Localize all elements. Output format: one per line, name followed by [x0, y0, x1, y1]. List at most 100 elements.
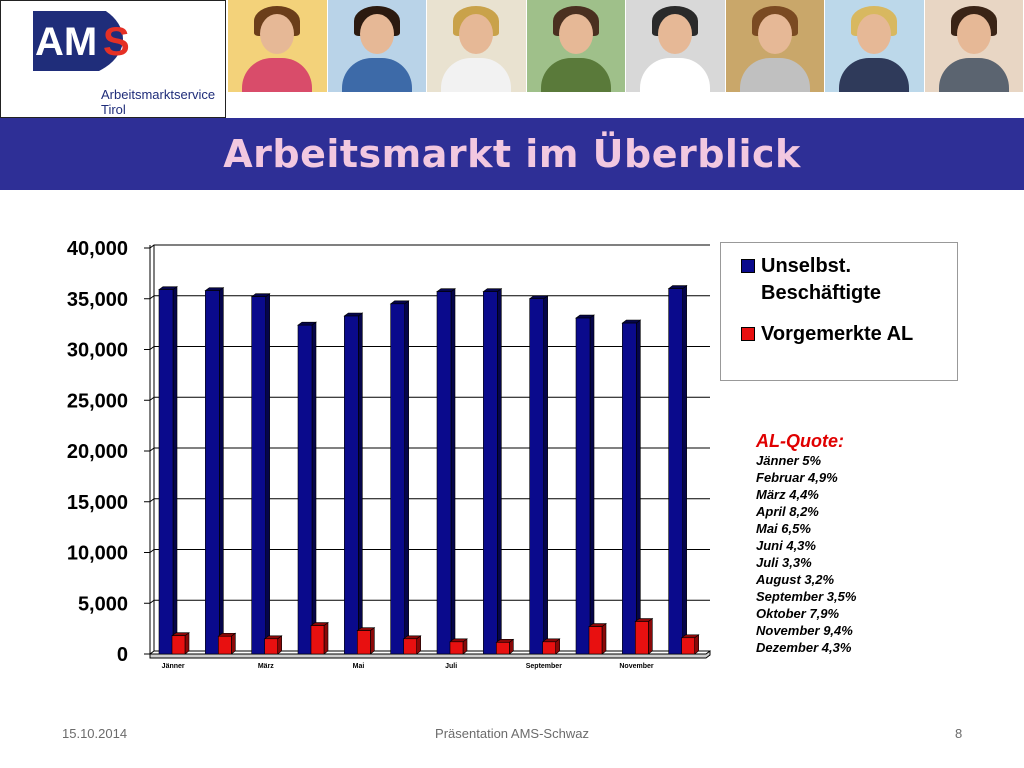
y-tick-label: 15,000: [67, 492, 128, 514]
bar-al: [171, 635, 186, 655]
logo-text: AM: [35, 20, 97, 64]
al-quote-item: Juli 3,3%: [756, 555, 812, 570]
y-tick-label: 10,000: [67, 543, 128, 565]
bar-beschaeftigte: [668, 288, 683, 655]
bar-al: [681, 637, 695, 655]
photo-face: [757, 14, 792, 54]
header-photo: [327, 0, 427, 92]
y-tick-label: 40,000: [67, 238, 128, 260]
bar-beschaeftigte: [529, 298, 544, 655]
bar-beschaeftigte-side: [682, 284, 687, 655]
y-tick-label: 5,000: [78, 593, 128, 615]
al-quote-item: Jänner 5%: [756, 453, 822, 468]
plot-area: [150, 245, 710, 654]
photo-face: [956, 14, 991, 54]
photo-body: [242, 58, 313, 92]
header-photo: [725, 0, 825, 92]
bar-al-side: [648, 617, 653, 655]
bar-beschaeftigte-side: [543, 295, 548, 655]
al-quote-item: September 3,5%: [756, 589, 857, 604]
photo-body: [640, 58, 711, 92]
header-photo: [626, 0, 726, 92]
logo-text-s: S: [103, 20, 130, 64]
al-quote-item: Mai 6,5%: [756, 521, 811, 536]
x-tick-label: September: [526, 663, 562, 670]
bar-al-side: [231, 632, 236, 655]
bar-beschaeftigte: [205, 290, 220, 655]
x-tick-label: Juli: [445, 663, 457, 670]
x-axis-floor: [149, 650, 711, 659]
bar-beschaeftigte-side: [497, 288, 502, 655]
photo-face: [857, 14, 892, 54]
bar-al: [635, 621, 649, 655]
al-quote-item: Dezember 4,3%: [756, 640, 852, 655]
x-tick-label: März: [258, 663, 274, 670]
bar-beschaeftigte-side: [358, 312, 363, 655]
legend-swatch-al: [741, 327, 755, 341]
x-tick-label: November: [619, 663, 654, 670]
bar-beschaeftigte-side: [589, 314, 595, 655]
header-photo: [427, 0, 527, 92]
bar-beschaeftigte-side: [172, 286, 178, 655]
bar-beschaeftigte: [622, 322, 637, 655]
photo-body: [341, 58, 412, 92]
photo-face: [658, 14, 693, 54]
bar-al-side: [323, 621, 329, 655]
photo-strip: [228, 0, 1024, 92]
al-quote-item: August 3,2%: [756, 572, 835, 587]
bar-al: [542, 641, 556, 655]
y-tick-label: 35,000: [67, 289, 128, 311]
al-quote-item: Oktober 7,9%: [756, 606, 840, 621]
bar-al-side: [370, 627, 375, 655]
page-title: Arbeitsmarkt im Überblick: [223, 132, 801, 176]
bar-al: [310, 625, 325, 655]
bar-al: [357, 630, 371, 655]
photo-face: [260, 14, 295, 54]
header-spacer: [228, 92, 1024, 118]
photo-face: [459, 14, 494, 54]
bar-beschaeftigte: [344, 315, 359, 655]
bar-beschaeftigte-side: [265, 293, 270, 655]
footer-title: Präsentation AMS-Schwaz: [435, 726, 589, 741]
photo-body: [938, 58, 1009, 92]
legend-item-beschaeftigte: Unselbst. Beschäftigte: [741, 253, 951, 307]
header-photo: [526, 0, 626, 92]
footer-date: 15.10.2014: [62, 726, 128, 741]
bar-beschaeftigte: [436, 291, 452, 655]
y-tick-label: 20,000: [67, 441, 128, 463]
bar-al: [264, 638, 278, 655]
legend-swatch-beschaeftigte: [741, 259, 755, 273]
photo-body: [739, 58, 810, 92]
bar-al: [588, 626, 603, 655]
bar-beschaeftigte: [483, 291, 498, 655]
page-number: 8: [955, 726, 963, 741]
ams-logo-mark: AM S: [33, 11, 130, 71]
header-photo: [924, 0, 1024, 92]
al-quote-list: Jänner 5% Februar 4,9% März 4,4% April 8,2%…: [756, 452, 856, 656]
legend-label-beschaeftigte: Unselbst. Beschäftigte: [761, 255, 882, 304]
bar-beschaeftigte-side: [311, 321, 317, 655]
al-quote-item: Februar 4,9%: [756, 470, 838, 485]
al-quote-item: März 4,4%: [756, 487, 819, 502]
bar-beschaeftigte: [575, 317, 591, 655]
bar-al-side: [601, 622, 607, 655]
al-quote-item: Juni 4,3%: [756, 538, 816, 553]
al-quote-panel: AL-Quote: Jänner 5% Februar 4,9% März 4,4%…: [756, 430, 856, 656]
bar-beschaeftigte: [251, 296, 266, 655]
bar-al: [449, 641, 464, 655]
header-photo: [228, 0, 328, 92]
al-quote-item: November 9,4%: [756, 623, 853, 638]
chart-legend: Unselbst. Beschäftigte Vorgemerkte AL: [720, 242, 958, 381]
al-quote-title: AL-Quote:: [756, 431, 844, 451]
legend-item-al: Vorgemerkte AL: [741, 321, 951, 348]
bar-beschaeftigte-side: [404, 300, 409, 655]
y-tick-label: 30,000: [67, 340, 128, 362]
bar-beschaeftigte-side: [219, 287, 224, 655]
photo-face: [558, 14, 593, 54]
photo-face: [359, 14, 394, 54]
photo-body: [441, 58, 512, 92]
bar-chart: 0 5,000 10,000 15,000 20,000 25,000 30,000 35,0…: [67, 238, 711, 670]
photo-body: [839, 58, 910, 92]
bar-al: [218, 635, 232, 655]
bar-beschaeftigte: [158, 289, 174, 655]
